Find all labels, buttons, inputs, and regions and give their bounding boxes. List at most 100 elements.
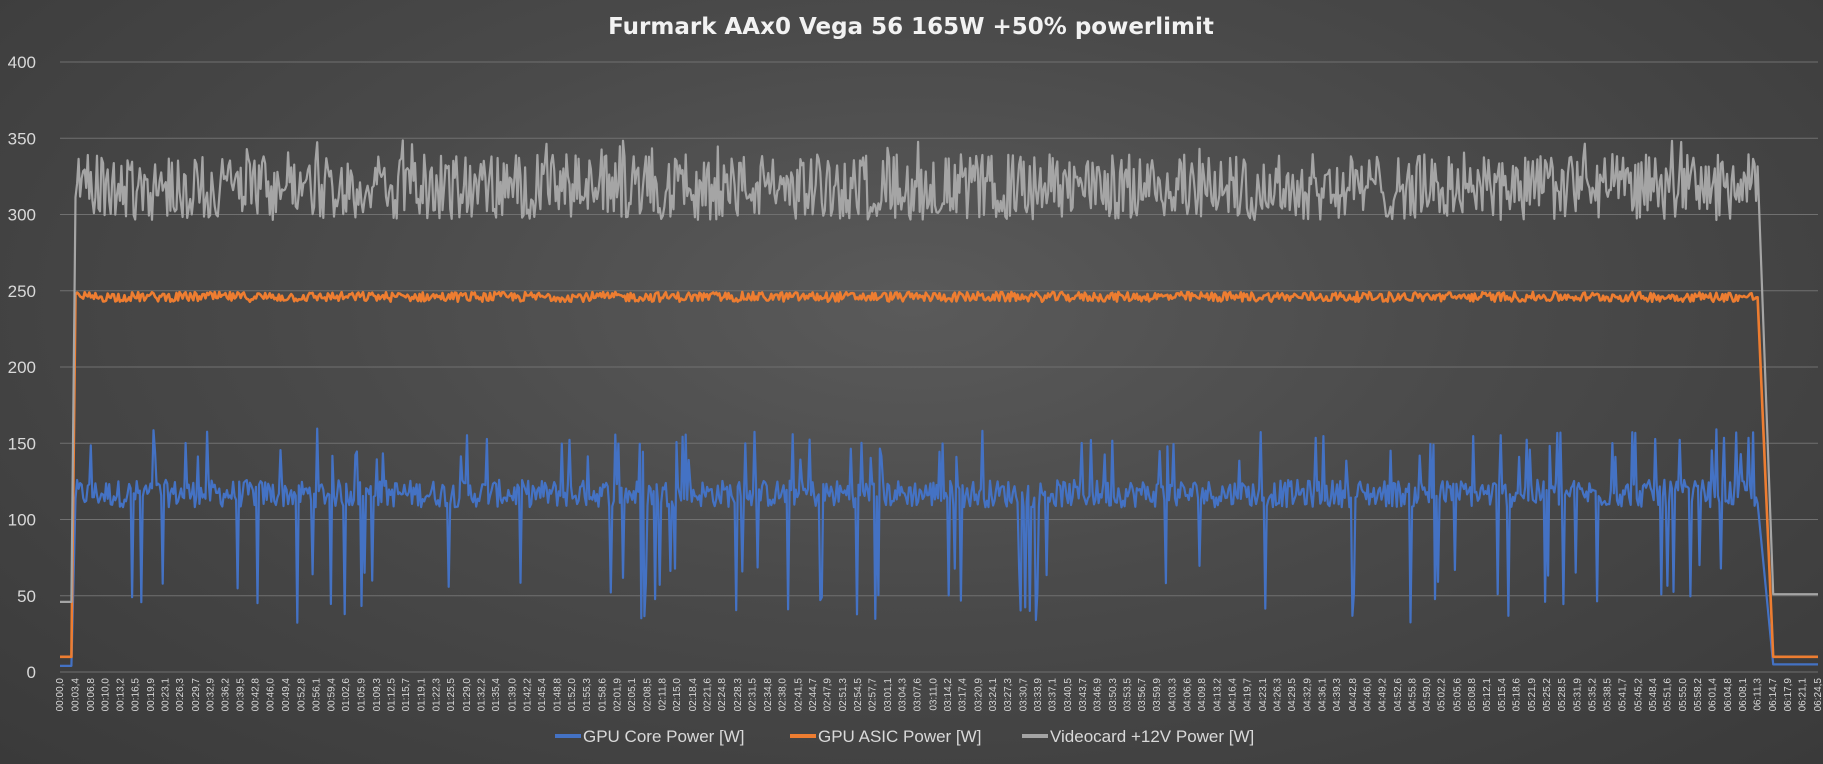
x-tick-label: 04:52,6 <box>1393 678 1404 712</box>
x-tick-label: 05:55,0 <box>1678 678 1689 712</box>
x-tick-label: 03:20,9 <box>974 678 985 712</box>
x-tick-label: 03:01,1 <box>883 678 894 712</box>
x-tick-label: 04:16,4 <box>1227 678 1238 712</box>
x-tick-label: 04:36,1 <box>1317 678 1328 712</box>
x-tick-label: 01:55,3 <box>582 678 593 712</box>
x-tick-label: 02:08,5 <box>643 678 654 712</box>
x-tick-label: 04:13,2 <box>1213 678 1224 712</box>
x-tick-label: 05:41,7 <box>1617 678 1628 712</box>
x-tick-label: 02:31,5 <box>748 678 759 712</box>
x-tick-label: 06:04,8 <box>1723 678 1734 712</box>
y-axis: 0 50 100 150 200 250 300 350 400 <box>8 53 36 682</box>
x-tick-label: 04:06,6 <box>1182 678 1193 712</box>
x-tick-label: 00:52,8 <box>296 678 307 712</box>
x-tick-label: 04:32,9 <box>1303 678 1314 712</box>
x-tick-label: 01:58,6 <box>597 678 608 712</box>
x-tick-label: 03:46,9 <box>1092 678 1103 712</box>
x-tick-label: 05:25,2 <box>1542 678 1553 712</box>
x-tick-label: 00:39,5 <box>236 678 247 712</box>
x-tick-label: 02:05,1 <box>627 678 638 712</box>
x-tick-label: 00:32,9 <box>205 678 216 712</box>
x-tick-label: 02:01,9 <box>612 678 623 712</box>
x-tick-label: 00:10,0 <box>101 678 112 712</box>
plot-area <box>60 139 1818 667</box>
x-tick-label: 02:15,0 <box>672 678 683 712</box>
y-tick-label: 350 <box>8 129 36 148</box>
x-tick-label: 00:16,5 <box>130 678 141 712</box>
x-tick-label: 04:23,1 <box>1258 678 1269 712</box>
x-tick-label: 03:56,7 <box>1137 678 1148 712</box>
x-tick-label: 04:59,0 <box>1422 678 1433 712</box>
x-tick-label: 04:09,8 <box>1197 678 1208 712</box>
x-tick-label: 04:42,8 <box>1348 678 1359 712</box>
y-tick-label: 300 <box>8 206 36 225</box>
x-tick-label: 01:05,9 <box>356 678 367 712</box>
x-tick-label: 00:59,4 <box>327 678 338 712</box>
x-tick-label: 05:21,9 <box>1527 678 1538 712</box>
x-tick-label: 03:24,1 <box>988 678 999 712</box>
x-tick-label: 04:39,3 <box>1332 678 1343 712</box>
x-tick-label: 02:41,5 <box>793 678 804 712</box>
x-tick-label: 01:48,8 <box>552 678 563 712</box>
x-tick-label: 06:17,9 <box>1783 678 1794 712</box>
x-tick-label: 01:52,0 <box>567 678 578 712</box>
x-tick-label: 05:48,4 <box>1648 678 1659 712</box>
x-tick-label: 03:17,4 <box>958 678 969 712</box>
x-tick-label: 01:19,1 <box>417 678 428 712</box>
x-tick-label: 00:00,0 <box>55 678 66 712</box>
x-tick-label: 01:02,6 <box>341 678 352 712</box>
x-tick-label: 04:55,8 <box>1407 678 1418 712</box>
x-tick-label: 03:50,3 <box>1108 678 1119 712</box>
x-tick-label: 03:04,3 <box>898 678 909 712</box>
x-tick-label: 01:45,4 <box>537 678 548 712</box>
x-tick-label: 06:21,1 <box>1797 678 1808 712</box>
x-tick-label: 00:29,7 <box>191 678 202 712</box>
x-tick-label: 05:08,8 <box>1467 678 1478 712</box>
x-tick-label: 02:38,0 <box>777 678 788 712</box>
x-tick-label: 06:14,7 <box>1768 678 1779 712</box>
x-tick-label: 05:31,9 <box>1573 678 1584 712</box>
x-axis: 00:00,0 00:03,4 00:06,8 00:10,0 00:13,2 00:16… <box>55 678 1823 712</box>
x-tick-label: 05:05,6 <box>1452 678 1463 712</box>
x-tick-label: 01:32,2 <box>477 678 488 712</box>
x-tick-label: 06:01,4 <box>1707 678 1718 712</box>
x-tick-label: 00:13,2 <box>115 678 126 712</box>
x-tick-label: 03:33,9 <box>1033 678 1044 712</box>
x-tick-label: 05:51,6 <box>1663 678 1674 712</box>
legend: GPU Core Power [W] GPU ASIC Power [W] Vide… <box>555 727 1254 746</box>
x-tick-label: 02:28,3 <box>733 678 744 712</box>
x-tick-label: 03:30,7 <box>1018 678 1029 712</box>
x-tick-label: 04:29,5 <box>1287 678 1298 712</box>
x-tick-label: 03:07,6 <box>913 678 924 712</box>
x-tick-label: 00:03,4 <box>71 678 82 712</box>
series-line <box>60 139 1818 603</box>
series-line <box>60 290 1818 659</box>
x-tick-label: 05:58,2 <box>1693 678 1704 712</box>
x-tick-label: 00:26,3 <box>175 678 186 712</box>
x-tick-label: 02:47,9 <box>823 678 834 712</box>
x-tick-label: 02:34,8 <box>763 678 774 712</box>
x-tick-label: 01:22,3 <box>431 678 442 712</box>
x-tick-label: 01:29,0 <box>462 678 473 712</box>
x-tick-label: 03:53,5 <box>1123 678 1134 712</box>
x-tick-label: 00:56,1 <box>311 678 322 712</box>
x-tick-label: 01:35,4 <box>491 678 502 712</box>
y-tick-label: 250 <box>8 282 36 301</box>
x-tick-label: 02:24,8 <box>717 678 728 712</box>
x-tick-label: 05:35,2 <box>1588 678 1599 712</box>
x-tick-label: 04:49,2 <box>1377 678 1388 712</box>
x-tick-label: 02:54,5 <box>853 678 864 712</box>
x-tick-label: 03:37,1 <box>1048 678 1059 712</box>
x-tick-label: 05:12,1 <box>1482 678 1493 712</box>
x-tick-label: 03:14,2 <box>943 678 954 712</box>
legend-label: GPU ASIC Power [W] <box>818 727 981 746</box>
x-tick-label: 04:03,3 <box>1167 678 1178 712</box>
y-tick-label: 100 <box>8 511 36 530</box>
x-tick-label: 06:11,3 <box>1753 678 1764 711</box>
x-tick-label: 04:19,7 <box>1242 678 1253 712</box>
y-tick-label: 400 <box>8 53 36 72</box>
x-tick-label: 01:15,7 <box>401 678 412 712</box>
x-tick-label: 01:09,3 <box>372 678 383 712</box>
x-tick-label: 05:18,6 <box>1512 678 1523 712</box>
